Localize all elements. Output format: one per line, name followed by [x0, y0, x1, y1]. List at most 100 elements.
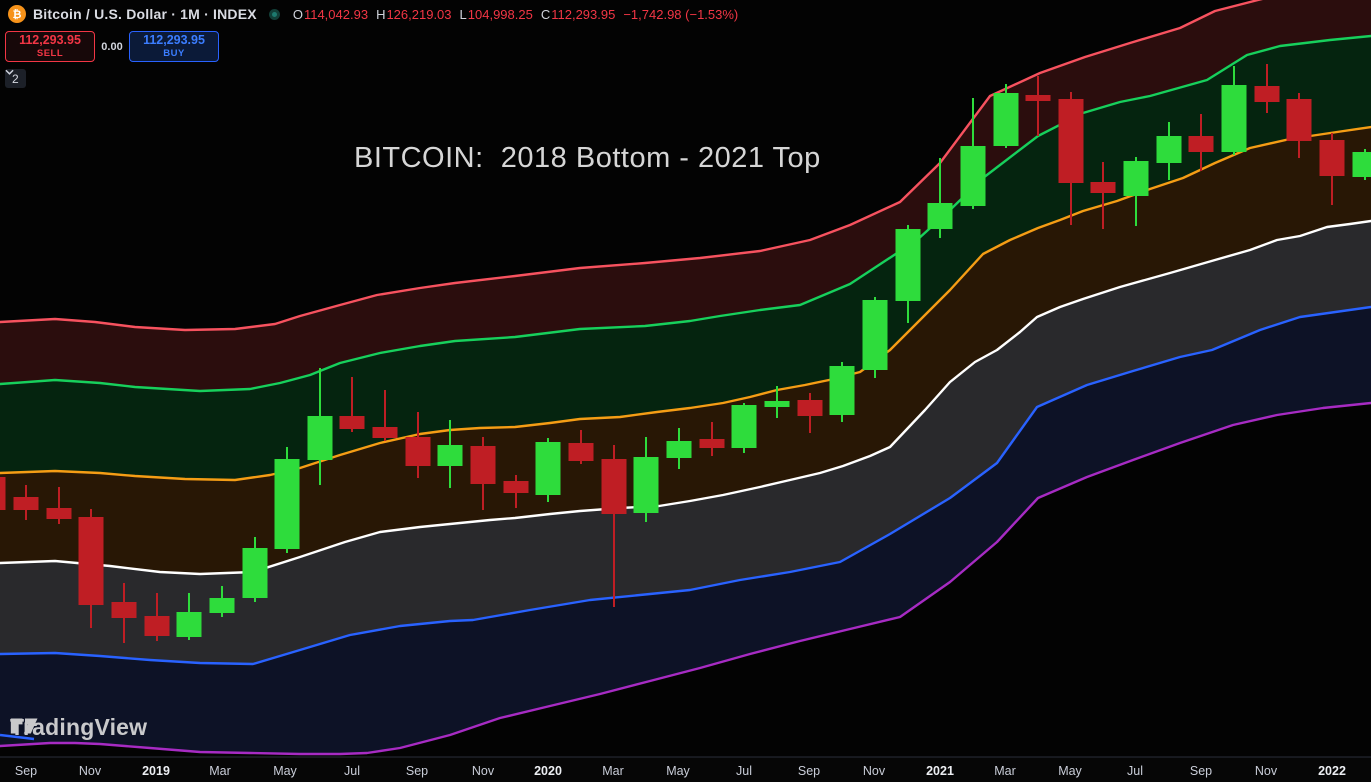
candle-body-2022-02	[1352, 152, 1371, 177]
candle-body-2020-02	[568, 443, 594, 461]
candle-body-2020-04	[633, 457, 659, 513]
candle-body-2021-06	[1090, 182, 1116, 193]
candle-body-2020-03	[601, 459, 627, 514]
buy-label: BUY	[163, 47, 185, 59]
low-label: L	[459, 6, 467, 22]
axis-label-Nov: Nov	[1255, 764, 1278, 778]
trendline-fragment	[0, 733, 35, 741]
band-fill-mid-to-lower-1	[0, 127, 1371, 574]
sell-price: 112,293.95	[19, 32, 81, 47]
candle-body-2020-09	[797, 400, 823, 416]
candle-body-2020-12	[895, 229, 921, 301]
candle-body-2021-11	[1254, 86, 1280, 102]
axis-label-Mar: Mar	[994, 764, 1016, 778]
sell-label: SELL	[36, 47, 64, 59]
axis-label-Jul: Jul	[344, 764, 360, 778]
trade-buttons: 112,293.95 SELL 0.00 112,293.95 BUY	[5, 31, 219, 62]
tradingview-logo-icon	[10, 718, 38, 734]
candle-body-2021-03	[993, 93, 1019, 146]
candle-body-2019-05	[274, 459, 300, 549]
candle-body-2019-09	[405, 437, 431, 466]
candle-body-2019-07	[339, 416, 365, 429]
chevron-down-icon	[5, 69, 14, 75]
open-label: O	[292, 6, 303, 22]
chart-annotation-title[interactable]: BITCOIN: 2018 Bottom - 2021 Top	[354, 142, 821, 174]
axis-label-May: May	[273, 764, 297, 778]
change-value: −1,742.98 (−1.53%)	[623, 6, 739, 22]
candle-body-2020-08	[764, 401, 790, 407]
band-line-upper-2	[0, 0, 1263, 332]
axis-label-Sep: Sep	[15, 764, 37, 778]
collapse-count: 2	[12, 71, 19, 86]
candle-body-2018-12	[111, 602, 137, 618]
candle-body-2019-10	[437, 445, 463, 466]
candle-body-2019-06	[307, 416, 333, 460]
candle-body-2019-03	[209, 598, 235, 613]
axis-label-2021: 2021	[926, 764, 954, 778]
candle-body-2019-11	[470, 446, 496, 484]
axis-label-2022: 2022	[1318, 764, 1346, 778]
symbol-header: ₿ Bitcoin / U.S. Dollar · 1M · INDEX O 11…	[8, 5, 738, 23]
axis-label-Jul: Jul	[1127, 764, 1143, 778]
high-label: H	[376, 6, 386, 22]
axis-label-Sep: Sep	[406, 764, 428, 778]
candle-body-2021-12	[1286, 99, 1312, 141]
axis-label-Sep: Sep	[1190, 764, 1212, 778]
axis-label-2020: 2020	[534, 764, 562, 778]
candle-body-2019-01	[144, 616, 170, 636]
band-line-lower-1	[0, 219, 1371, 576]
buy-button[interactable]: 112,293.95 BUY	[129, 31, 219, 62]
axis-label-Mar: Mar	[209, 764, 231, 778]
candle-body-2018-10	[46, 508, 72, 519]
candle-body-2022-01	[1319, 140, 1345, 176]
candle-body-2021-05	[1058, 99, 1084, 183]
candle-body-2020-10	[829, 366, 855, 415]
low-value: 104,998.25	[467, 6, 533, 22]
candle-body-2018-08	[0, 477, 6, 510]
band-line-lower-2	[0, 305, 1371, 666]
axis-label-May: May	[666, 764, 690, 778]
band-line-lower-3	[0, 401, 1371, 756]
candle-body-2021-10	[1221, 85, 1247, 152]
axis-label-Mar: Mar	[602, 764, 624, 778]
tradingview-watermark: TradingView	[10, 714, 147, 741]
candle-body-2020-07	[731, 405, 757, 448]
candle-body-2021-01	[927, 203, 953, 229]
band-fill-lower-1-to-lower-2	[0, 221, 1371, 664]
candle-body-2020-01	[535, 442, 561, 495]
axis-label-Nov: Nov	[863, 764, 886, 778]
axis-label-May: May	[1058, 764, 1082, 778]
candle-body-2019-02	[176, 612, 202, 637]
axis-label-Nov: Nov	[79, 764, 102, 778]
candle-body-2021-09	[1188, 136, 1214, 152]
candle-body-2018-11	[78, 517, 104, 605]
candle-body-2021-04	[1025, 95, 1051, 101]
band-fill-upper-1-to-mid	[0, 36, 1371, 480]
symbol-title[interactable]: Bitcoin / U.S. Dollar · 1M · INDEX	[33, 6, 257, 22]
candle-body-2019-04	[242, 548, 268, 598]
candle-body-2020-11	[862, 300, 888, 370]
market-status-icon[interactable]	[268, 8, 280, 20]
close-value: 112,293.95	[551, 6, 616, 22]
candle-body-2020-06	[699, 439, 725, 448]
close-label: C	[540, 6, 551, 22]
object-tree-collapse-button[interactable]: 2	[5, 69, 26, 88]
bitcoin-logo-icon: ₿	[8, 5, 26, 23]
high-value: 126,219.03	[386, 6, 452, 22]
open-value: 114,042.93	[303, 6, 369, 22]
candle-body-2021-02	[960, 146, 986, 206]
candle-body-2019-08	[372, 427, 398, 438]
candle-body-2020-05	[666, 441, 692, 458]
time-axis[interactable]	[0, 757, 1371, 782]
sell-button[interactable]: 112,293.95 SELL	[5, 31, 95, 62]
spread-value: 0.00	[101, 40, 123, 53]
candle-body-2021-08	[1156, 136, 1182, 163]
ohlc-readout: O 114,042.93 H 126,219.03 L 104,998.25 C 112…	[293, 7, 738, 22]
axis-label-2019: 2019	[142, 764, 170, 778]
axis-label-Nov: Nov	[472, 764, 495, 778]
band-line-upper-1	[0, 34, 1371, 393]
candle-body-2019-12	[503, 481, 529, 493]
axis-label-Jul: Jul	[736, 764, 752, 778]
